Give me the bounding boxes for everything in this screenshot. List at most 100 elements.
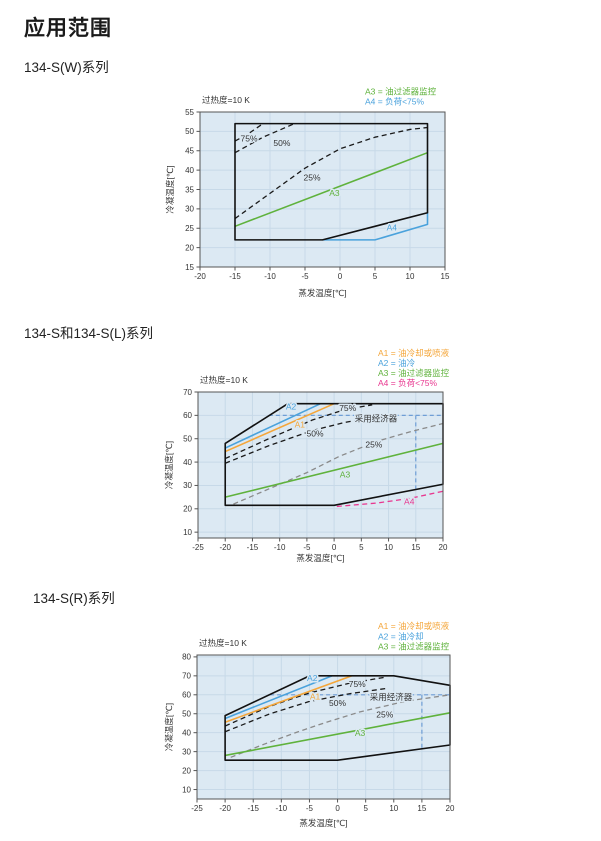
legend-entry: A3 = 油过滤器监控 [378, 642, 450, 652]
plot-label-50%: 50% [273, 138, 290, 148]
x-tick-label: -25 [192, 543, 204, 552]
x-tick-label: 10 [406, 272, 415, 281]
x-tick-label: -5 [303, 543, 311, 552]
axis-frame [196, 654, 451, 800]
x-tick-label: -10 [276, 804, 288, 813]
x-tick-label: -25 [191, 804, 203, 813]
legend-entry: A1 = 油冷却或喷液 [378, 621, 450, 631]
section-title-134sw: 134-S(W)系列 [24, 60, 109, 75]
y-tick-label: 55 [185, 108, 194, 117]
section-title-134sr: 134-S(R)系列 [33, 591, 115, 606]
x-tick-label: 5 [359, 543, 364, 552]
y-tick-label: 50 [182, 710, 191, 719]
x-tick-label: -20 [194, 272, 206, 281]
plot-label-50%: 50% [329, 698, 346, 708]
x-tick-label: 20 [439, 543, 448, 552]
x-axis-title: 蒸发温度[℃] [299, 818, 347, 828]
series-A4 [322, 212, 429, 241]
plot-label-A4: A4 [404, 497, 415, 507]
legend-entry: A2 = 油冷 [378, 358, 416, 368]
axis-frame [197, 391, 444, 539]
plot-label-25%: 25% [303, 173, 320, 183]
series-25% [234, 126, 428, 220]
y-tick-label: 15 [185, 263, 194, 272]
superheat-note: 过热度=10 K [200, 375, 248, 385]
x-tick-label: -15 [247, 804, 259, 813]
y-tick-label: 60 [183, 411, 192, 420]
plot-label-50%: 50% [307, 428, 324, 438]
y-tick-label: 40 [183, 458, 192, 467]
legend-entry: A1 = 油冷却或喷液 [378, 348, 450, 358]
x-tick-label: 5 [363, 804, 368, 813]
plot-label-A2: A2 [286, 402, 297, 412]
plot-label-采用经济器: 采用经济器 [355, 414, 398, 424]
plot-label-采用经济器: 采用经济器 [370, 692, 413, 702]
series-A2 [224, 675, 333, 720]
y-tick-label: 30 [185, 205, 194, 214]
y-axis-title: 冷凝温度[℃] [164, 441, 174, 489]
x-tick-label: 0 [332, 543, 337, 552]
legend-entry: A3 = 油过滤器监控 [365, 87, 437, 97]
legend-entry: A4 = 负荷<75% [365, 97, 425, 107]
plot-label-A4: A4 [387, 223, 398, 233]
plot-label-A1: A1 [295, 420, 306, 430]
x-tick-label: -15 [229, 272, 241, 281]
y-tick-label: 30 [183, 481, 192, 490]
y-tick-label: 70 [182, 672, 191, 681]
x-tick-label: -20 [219, 804, 231, 813]
legend-entry: A2 = 油冷却 [378, 631, 424, 641]
axis-ticks [196, 111, 446, 271]
y-tick-label: 60 [182, 691, 191, 700]
plot-label-A3: A3 [340, 469, 351, 479]
x-tick-label: -20 [219, 543, 231, 552]
plot-label-A3: A3 [329, 188, 340, 198]
chart-134s-134sl: -25 -20 -15 -10 -5 0 5 10 15 20 10 20 30 40 50 60 70 A2 A1… [164, 348, 450, 563]
x-tick-label: 5 [373, 272, 378, 281]
plot-label-A2: A2 [307, 673, 318, 683]
x-tick-label: 20 [446, 804, 455, 813]
operating-envelope [224, 675, 451, 761]
y-tick-label: 35 [185, 185, 194, 194]
y-tick-label: 20 [182, 766, 191, 775]
y-axis-title: 冷凝温度[℃] [165, 165, 175, 213]
x-tick-label: 10 [389, 804, 398, 813]
x-tick-label: -5 [301, 272, 309, 281]
series-A2 [224, 402, 321, 449]
x-tick-label: -5 [306, 804, 314, 813]
x-axis-title: 蒸发温度[℃] [296, 553, 344, 563]
x-tick-label: -10 [274, 543, 286, 552]
series-A3 [234, 151, 428, 228]
series-A3 [224, 712, 451, 757]
series-50% [234, 123, 295, 154]
y-tick-label: 10 [182, 785, 191, 794]
y-tick-label: 50 [183, 435, 192, 444]
y-axis-title: 冷凝温度[℃] [164, 703, 174, 751]
series-25% [233, 422, 444, 505]
x-axis-title: 蒸发温度[℃] [298, 288, 346, 298]
y-tick-label: 20 [183, 505, 192, 514]
x-tick-label: 15 [411, 543, 420, 552]
y-tick-label: 45 [185, 147, 194, 156]
plot-label-A3: A3 [355, 728, 366, 738]
superheat-note: 过热度=10 K [199, 638, 247, 648]
series-25% [230, 694, 451, 758]
y-tick-label: 10 [183, 528, 192, 537]
plot-label-25%: 25% [365, 440, 382, 450]
x-tick-label: -10 [264, 272, 276, 281]
operating-envelope [234, 122, 429, 241]
y-tick-label: 25 [185, 224, 194, 233]
x-tick-label: 0 [335, 804, 340, 813]
legend-entry: A4 = 负荷<75% [378, 378, 438, 388]
series-A1 [224, 402, 335, 453]
x-tick-label: 10 [384, 543, 393, 552]
section-title-134s-134sl: 134-S和134-S(L)系列 [24, 326, 154, 341]
x-tick-label: 15 [441, 272, 450, 281]
plot-label-75%: 75% [349, 679, 366, 689]
axis-ticks [194, 391, 444, 542]
y-tick-label: 50 [185, 127, 194, 136]
plot-label-75%: 75% [339, 403, 356, 413]
x-tick-label: 0 [338, 272, 343, 281]
y-tick-label: 20 [185, 243, 194, 252]
plot-label-A1: A1 [310, 692, 321, 702]
